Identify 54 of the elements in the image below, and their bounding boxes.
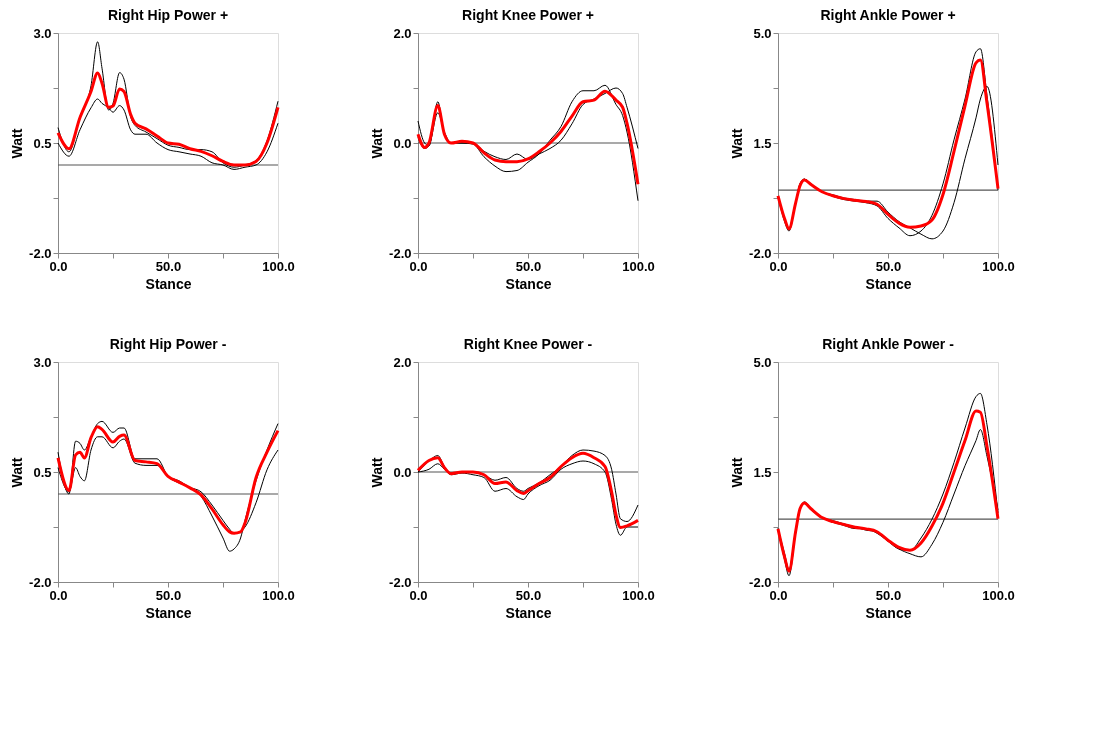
- chart-title: Right Hip Power -: [109, 336, 227, 352]
- x-tick-label: 50.0: [155, 587, 182, 603]
- y-tick-label: 0.0: [393, 464, 412, 480]
- y-tick-label: 0.5: [33, 135, 52, 151]
- y-tick-label: -2.0: [749, 245, 772, 261]
- x-tick-label: 0.0: [769, 258, 788, 274]
- y-tick-label: 5.0: [753, 25, 772, 41]
- x-tick-label: 100.0: [982, 587, 1015, 603]
- y-tick-label: -2.0: [29, 245, 52, 261]
- chart-title: Right Knee Power +: [462, 7, 594, 23]
- x-tick-label: 0.0: [769, 587, 788, 603]
- y-tick-label: 3.0: [33, 354, 52, 370]
- y-tick-label: 5.0: [753, 354, 772, 370]
- x-axis-title: Stance: [145, 604, 192, 621]
- chart-title: Right Ankle Power +: [820, 7, 956, 23]
- x-axis-title: Stance: [865, 275, 912, 292]
- y-tick-label: -2.0: [389, 245, 412, 261]
- y-axis-title: Watt: [9, 128, 26, 159]
- y-axis-title: Watt: [369, 128, 386, 159]
- x-axis-title: Stance: [145, 275, 192, 292]
- y-axis-title: Watt: [9, 457, 26, 488]
- chart-title: Right Knee Power -: [463, 336, 593, 352]
- x-tick-label: 0.0: [409, 587, 428, 603]
- y-tick-label: 0.0: [393, 135, 412, 151]
- y-axis-title: Watt: [729, 128, 746, 159]
- x-tick-label: 100.0: [982, 258, 1015, 274]
- y-tick-label: 3.0: [33, 25, 52, 41]
- y-tick-label: -2.0: [389, 574, 412, 590]
- x-axis-title: Stance: [865, 604, 912, 621]
- x-tick-label: 0.0: [409, 258, 428, 274]
- y-tick-label: 0.5: [33, 464, 52, 480]
- x-tick-label: 0.0: [49, 587, 68, 603]
- x-tick-label: 0.0: [49, 258, 68, 274]
- y-tick-label: 1.5: [753, 135, 772, 151]
- y-axis-title: Watt: [369, 457, 386, 488]
- y-tick-label: -2.0: [29, 574, 52, 590]
- y-axis-title: Watt: [729, 457, 746, 488]
- y-tick-label: 1.5: [753, 464, 772, 480]
- y-tick-label: -2.0: [749, 574, 772, 590]
- y-tick-label: 2.0: [393, 354, 412, 370]
- x-tick-label: 100.0: [262, 258, 295, 274]
- x-tick-label: 100.0: [622, 258, 655, 274]
- x-tick-label: 50.0: [875, 587, 902, 603]
- y-tick-label: 2.0: [393, 25, 412, 41]
- x-axis-title: Stance: [505, 604, 552, 621]
- x-tick-label: 100.0: [622, 587, 655, 603]
- chart-title: Right Ankle Power -: [822, 336, 955, 352]
- x-tick-label: 100.0: [262, 587, 295, 603]
- chart-title: Right Hip Power +: [107, 7, 229, 23]
- x-tick-label: 50.0: [515, 258, 542, 274]
- x-axis-title: Stance: [505, 275, 552, 292]
- x-tick-label: 50.0: [875, 258, 902, 274]
- x-tick-label: 50.0: [155, 258, 182, 274]
- x-tick-label: 50.0: [515, 587, 542, 603]
